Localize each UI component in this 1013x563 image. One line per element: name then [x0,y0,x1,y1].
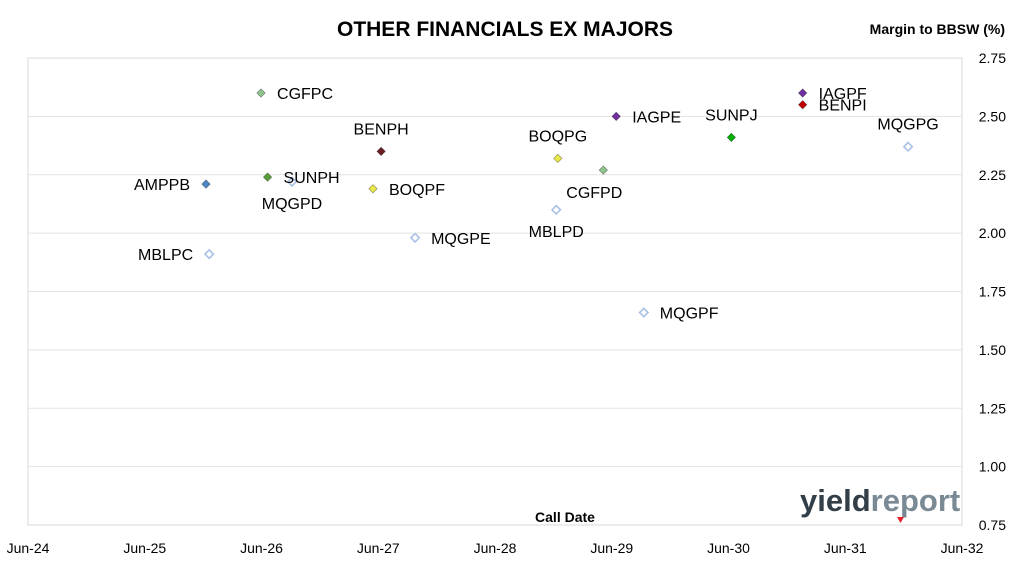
point-labels: CGFPC AMPPB SUNPH MQGPD MBLPC BENPH BOQPF MQGPE… [134,86,939,322]
yieldreport-logo: yieldreport [800,483,960,523]
data-point-mqgpf [638,307,650,318]
data-point-mqgpg [902,141,914,153]
y-tick-label: 1.25 [979,400,1006,416]
y-tick-label: 2.00 [979,225,1006,241]
y-tick-label: 1.00 [979,459,1006,475]
x-tick-label: Jun-24 [7,540,50,556]
point-label-iagpf: IAGPF [819,86,867,103]
point-label-iagpe: IAGPE [632,109,681,126]
point-label-mqgpe: MQGPE [431,231,491,248]
data-point-sunpj [726,132,736,143]
data-point-mqgpd [286,176,298,188]
x-axis-label: Call Date [535,509,595,525]
y-tick-label: 2.25 [979,167,1006,183]
x-tick-labels: Jun-24 Jun-25 Jun-26 Jun-27 Jun-28 Jun-29 Jun-… [7,540,984,556]
x-tick-label: Jun-29 [590,540,633,556]
point-label-cgfpd: CGFPD [566,185,622,202]
point-label-mqgpf: MQGPF [660,306,719,323]
data-point-benpi [798,100,808,110]
y-tick-label: 0.75 [979,517,1006,533]
gridlines [28,115,962,468]
data-point-mqgpe [409,232,421,244]
logo-part-yield: yield [800,483,871,518]
x-tick-label: Jun-28 [474,540,517,556]
point-label-sunph: SUNPH [284,170,340,187]
point-label-mblpd: MBLPD [529,224,584,241]
data-point-cgfpd [598,165,608,175]
x-tick-label: Jun-26 [240,540,283,556]
data-point-sunph [262,172,273,182]
x-tick-label: Jun-30 [707,540,750,556]
point-label-amppb: AMPPB [134,177,190,194]
y-tick-label: 2.75 [979,50,1006,66]
data-point-iagpf [798,88,808,98]
logo-text: yieldreport [800,483,960,518]
logo-part-report: report [871,483,961,518]
data-point-boqpf [368,184,378,194]
data-point-boqpg [553,153,563,164]
y-tick-label: 1.50 [979,342,1006,358]
x-tick-label: Jun-27 [357,540,400,556]
point-label-boqpg: BOQPG [528,128,587,145]
y-tick-label: 1.75 [979,284,1006,300]
point-label-benpi: BENPI [819,98,867,115]
x-tick-label: Jun-31 [824,540,867,556]
point-label-boqpf: BOQPF [389,182,445,199]
data-point-amppb [201,179,211,189]
data-point-mblpd [550,204,562,216]
data-points [201,88,914,318]
data-point-iagpe [611,111,621,121]
x-tick-label: Jun-25 [123,540,166,556]
data-point-mblpc [203,248,215,260]
logo-arrow-icon [897,517,904,523]
y-axis-label: Margin to BBSW (%) [870,21,1005,37]
point-label-cgfpc: CGFPC [277,86,333,103]
point-label-mqgpd: MQGPD [262,196,322,213]
point-label-benph: BENPH [354,121,409,138]
y-tick-label: 2.50 [979,108,1006,124]
data-point-cgfpc [256,88,266,98]
chart-title: OTHER FINANCIALS EX MAJORS [337,18,673,41]
y-tick-labels: 2.75 2.50 2.25 2.00 1.75 1.50 1.25 1.00 0.75 [979,50,1006,533]
point-label-mqgpg: MQGPG [877,117,938,134]
data-point-benph [376,146,386,157]
point-label-mblpc: MBLPC [138,247,193,264]
x-tick-label: Jun-32 [941,540,984,556]
point-label-sunpj: SUNPJ [705,107,757,124]
